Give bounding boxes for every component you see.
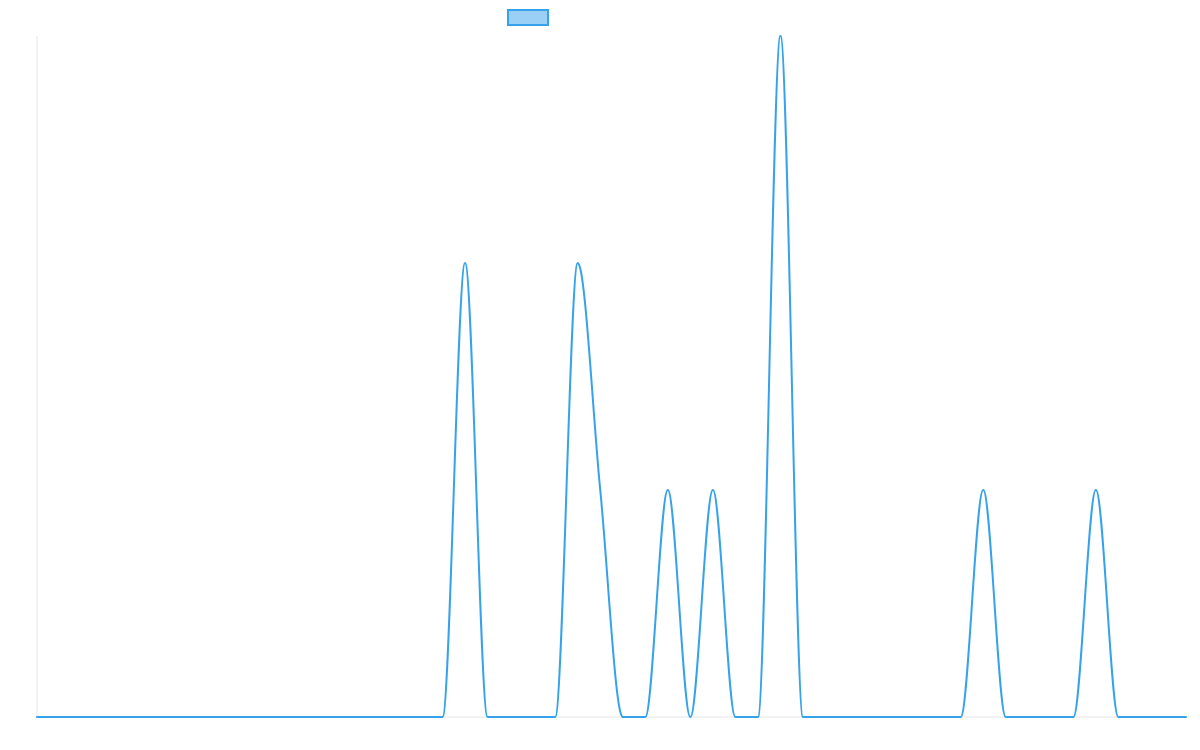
series-line-0[interactable] — [36, 35, 1187, 719]
series-layer — [36, 35, 1187, 719]
legend-swatch[interactable] — [507, 9, 549, 26]
legend[interactable] — [507, 9, 549, 26]
